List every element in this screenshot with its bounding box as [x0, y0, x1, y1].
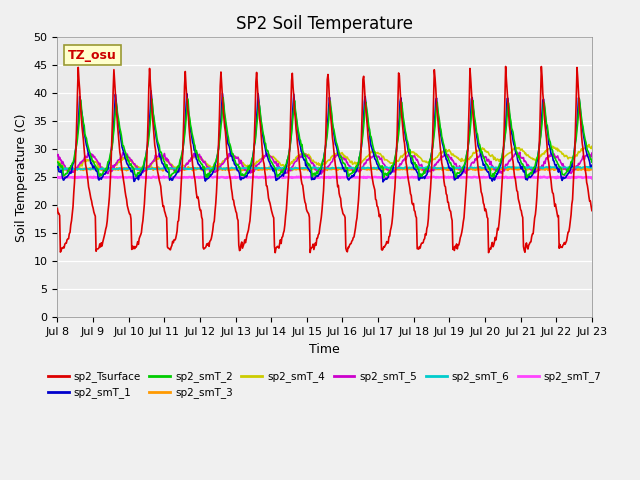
sp2_smT_3	[588, 166, 596, 171]
sp2_smT_4	[54, 158, 61, 164]
sp2_smT_7	[207, 174, 214, 180]
sp2_smT_2	[391, 155, 399, 161]
sp2_smT_5	[63, 167, 71, 172]
sp2_smT_1	[118, 144, 126, 150]
sp2_smT_3	[173, 165, 181, 171]
sp2_smT_2	[220, 95, 227, 101]
sp2_smT_5	[516, 149, 524, 155]
sp2_smT_7	[390, 165, 398, 170]
sp2_Tsurface	[502, 63, 509, 69]
sp2_smT_1	[202, 178, 209, 184]
sp2_smT_3	[202, 165, 209, 171]
Text: TZ_osu: TZ_osu	[68, 48, 117, 61]
sp2_smT_4	[390, 160, 398, 166]
sp2_Tsurface	[63, 237, 71, 243]
sp2_smT_5	[317, 171, 325, 177]
sp2_smT_7	[525, 164, 533, 169]
Line: sp2_smT_1: sp2_smT_1	[58, 91, 592, 182]
sp2_Tsurface	[406, 185, 413, 191]
Line: sp2_smT_7: sp2_smT_7	[58, 167, 592, 170]
sp2_Tsurface	[173, 232, 180, 238]
sp2_smT_5	[201, 158, 209, 164]
Line: sp2_smT_4: sp2_smT_4	[58, 144, 592, 169]
sp2_smT_7	[588, 175, 596, 181]
sp2_smT_2	[588, 159, 596, 165]
sp2_smT_7	[173, 166, 181, 171]
sp2_smT_4	[202, 158, 209, 164]
sp2_smT_1	[588, 162, 596, 168]
sp2_Tsurface	[271, 250, 279, 255]
sp2_smT_1	[379, 179, 387, 185]
sp2_smT_4	[406, 149, 413, 155]
sp2_smT_1	[54, 164, 61, 169]
sp2_smT_1	[147, 88, 155, 94]
sp2_smT_7	[118, 174, 126, 180]
sp2_smT_3	[54, 167, 61, 172]
sp2_smT_3	[390, 166, 398, 172]
sp2_smT_1	[63, 174, 71, 180]
sp2_smT_7	[54, 167, 61, 172]
sp2_smT_4	[63, 166, 70, 172]
Line: sp2_smT_5: sp2_smT_5	[58, 152, 592, 174]
sp2_smT_1	[406, 154, 414, 159]
sp2_smT_7	[202, 167, 209, 172]
sp2_smT_7	[173, 174, 180, 180]
sp2_smT_2	[173, 168, 180, 173]
sp2_Tsurface	[201, 245, 209, 251]
Title: SP2 Soil Temperature: SP2 Soil Temperature	[236, 15, 413, 33]
Legend: sp2_Tsurface, sp2_smT_1, sp2_smT_2, sp2_smT_3, sp2_smT_4, sp2_smT_5, sp2_smT_6, : sp2_Tsurface, sp2_smT_1, sp2_smT_2, sp2_…	[44, 367, 606, 403]
sp2_smT_5	[54, 153, 61, 158]
sp2_smT_3	[139, 168, 147, 173]
sp2_smT_3	[63, 167, 71, 172]
sp2_smT_1	[391, 157, 399, 163]
sp2_smT_7	[390, 175, 398, 180]
sp2_Tsurface	[54, 205, 61, 211]
sp2_smT_2	[201, 166, 209, 171]
sp2_smT_7	[74, 167, 81, 173]
sp2_smT_5	[390, 169, 398, 175]
sp2_Tsurface	[588, 208, 596, 214]
sp2_smT_5	[406, 154, 413, 159]
sp2_smT_7	[201, 175, 209, 180]
sp2_smT_5	[588, 150, 596, 156]
sp2_smT_7	[119, 166, 127, 172]
sp2_smT_4	[585, 142, 593, 147]
sp2_smT_7	[63, 166, 71, 171]
sp2_Tsurface	[390, 193, 398, 199]
sp2_smT_2	[406, 154, 414, 159]
sp2_smT_4	[588, 144, 596, 149]
sp2_smT_3	[576, 164, 584, 170]
X-axis label: Time: Time	[309, 343, 340, 356]
sp2_smT_5	[118, 153, 126, 158]
sp2_smT_7	[406, 175, 413, 180]
sp2_smT_3	[118, 167, 126, 172]
sp2_smT_7	[54, 174, 61, 180]
sp2_smT_2	[63, 170, 71, 176]
sp2_smT_4	[119, 155, 127, 160]
sp2_smT_2	[380, 174, 388, 180]
sp2_smT_7	[490, 176, 497, 181]
sp2_Tsurface	[118, 168, 126, 173]
sp2_smT_7	[406, 165, 413, 170]
sp2_smT_7	[63, 175, 71, 180]
sp2_smT_1	[173, 169, 181, 175]
Line: sp2_smT_2: sp2_smT_2	[58, 98, 592, 177]
sp2_smT_5	[173, 168, 180, 174]
Y-axis label: Soil Temperature (C): Soil Temperature (C)	[15, 113, 28, 241]
sp2_smT_3	[406, 166, 413, 171]
sp2_smT_4	[173, 166, 181, 171]
sp2_smT_2	[54, 159, 61, 165]
Line: sp2_Tsurface: sp2_Tsurface	[58, 66, 592, 252]
Line: sp2_smT_7: sp2_smT_7	[58, 177, 592, 179]
Line: sp2_smT_3: sp2_smT_3	[58, 167, 592, 170]
sp2_smT_2	[118, 138, 126, 144]
sp2_smT_7	[588, 165, 596, 170]
sp2_smT_4	[64, 166, 72, 172]
